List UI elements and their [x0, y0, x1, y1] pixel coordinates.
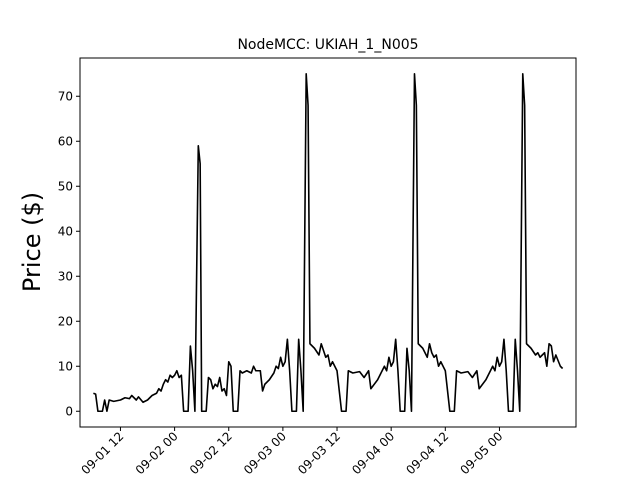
axes-frame	[79, 57, 577, 428]
series-line-0	[93, 72, 564, 413]
y-tick-label-5: 50	[58, 179, 73, 193]
y-axis-label: Price ($)	[18, 192, 46, 292]
x-tick-label-1: 09-02 00	[133, 429, 181, 477]
series-layer	[93, 72, 564, 413]
x-axis: 09-01 12 09-02 00 09-02 12 09-03 00 09-03 12…	[79, 427, 506, 477]
y-tick-label-6: 60	[58, 134, 73, 148]
x-tick-label-6: 09-04 12	[403, 429, 451, 477]
y-tick-label-3: 30	[58, 269, 73, 283]
x-tick-label-2: 09-02 12	[187, 429, 235, 477]
x-tick-label-5: 09-04 00	[349, 429, 397, 477]
y-tick-label-4: 40	[58, 224, 73, 238]
y-tick-label-1: 10	[58, 359, 73, 373]
chart-title: NodeMCC: UKIAH_1_N005	[237, 37, 418, 53]
y-tick-label-7: 70	[58, 89, 73, 103]
y-axis: 0 10 20 30 40 50 60 70	[58, 89, 80, 418]
x-tick-label-7: 09-05 00	[458, 429, 506, 477]
x-tick-label-0: 09-01 12	[79, 429, 127, 477]
y-tick-label-0: 0	[65, 404, 73, 418]
x-tick-label-4: 09-03 12	[295, 429, 343, 477]
x-tick-label-3: 09-03 00	[241, 429, 289, 477]
y-tick-label-2: 20	[58, 314, 73, 328]
